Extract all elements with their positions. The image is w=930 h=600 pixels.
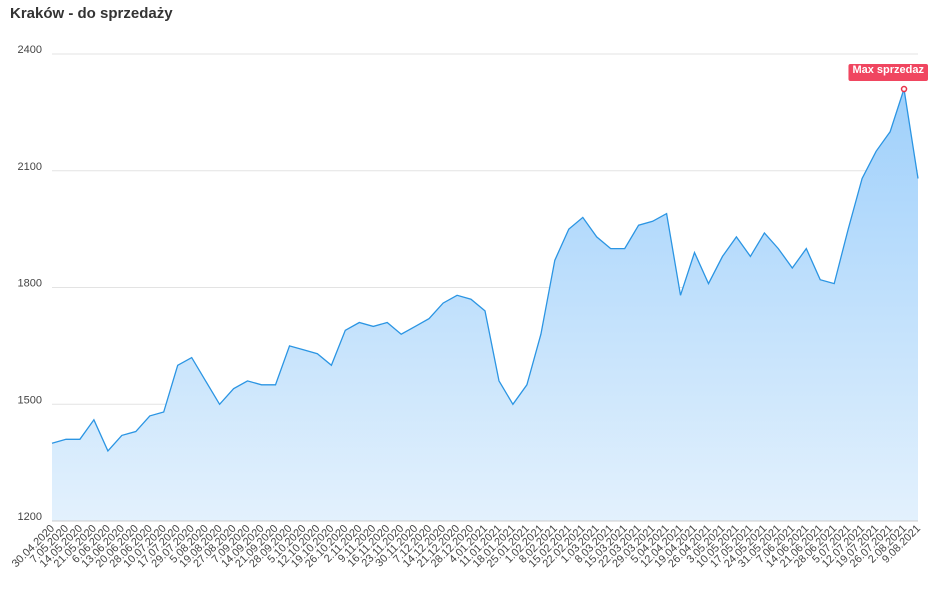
y-tick-label: 2400: [18, 44, 42, 56]
area: [52, 89, 918, 521]
y-tick-label: 1200: [18, 511, 42, 523]
chart-title: Kraków - do sprzedaży: [10, 5, 173, 22]
y-tick-label: 2100: [18, 161, 42, 173]
max-annotation-label: Max sprzedaz: [852, 64, 924, 76]
y-tick-label: 1800: [18, 278, 42, 290]
max-annotation-box: [848, 64, 928, 82]
y-tick-label: 1500: [18, 394, 42, 406]
line: [51, 88, 919, 453]
max-marker: [900, 85, 908, 93]
